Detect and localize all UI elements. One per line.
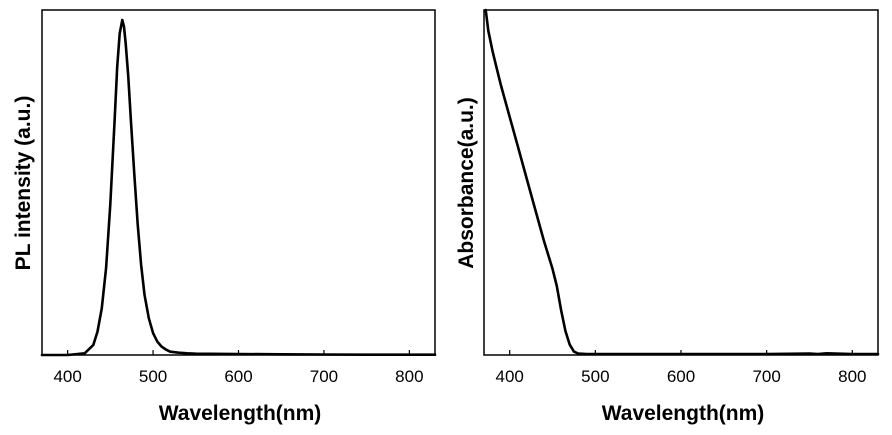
pl-spectrum-panel: PL intensity (a.u.) Wavelength(nm) 400 50…	[12, 9, 437, 425]
x-tick-label: 400	[53, 367, 81, 386]
x-tick-label: 800	[395, 367, 423, 386]
x-tick-label: 800	[838, 367, 866, 386]
x-tick-label: 500	[581, 367, 609, 386]
plot-frame	[483, 9, 879, 356]
x-axis-label: Wavelength(nm)	[159, 402, 322, 425]
series-line	[40, 18, 437, 357]
series-line	[484, 8, 880, 356]
plot-frame	[41, 9, 436, 356]
x-tick-label: 700	[752, 367, 780, 386]
x-axis-label: Wavelength(nm)	[602, 402, 765, 425]
x-tick-label: 700	[310, 367, 338, 386]
x-tick-label: 600	[224, 367, 252, 386]
x-tick-label: 600	[667, 367, 695, 386]
x-tick-label: 500	[139, 367, 167, 386]
x-tick-label: 400	[496, 367, 524, 386]
y-axis-label: PL intensity (a.u.)	[12, 96, 35, 271]
y-axis-label: Absorbance(a.u.)	[455, 97, 478, 269]
absorbance-panel: Absorbance(a.u.) Wavelength(nm) 400 500 60…	[455, 8, 880, 425]
